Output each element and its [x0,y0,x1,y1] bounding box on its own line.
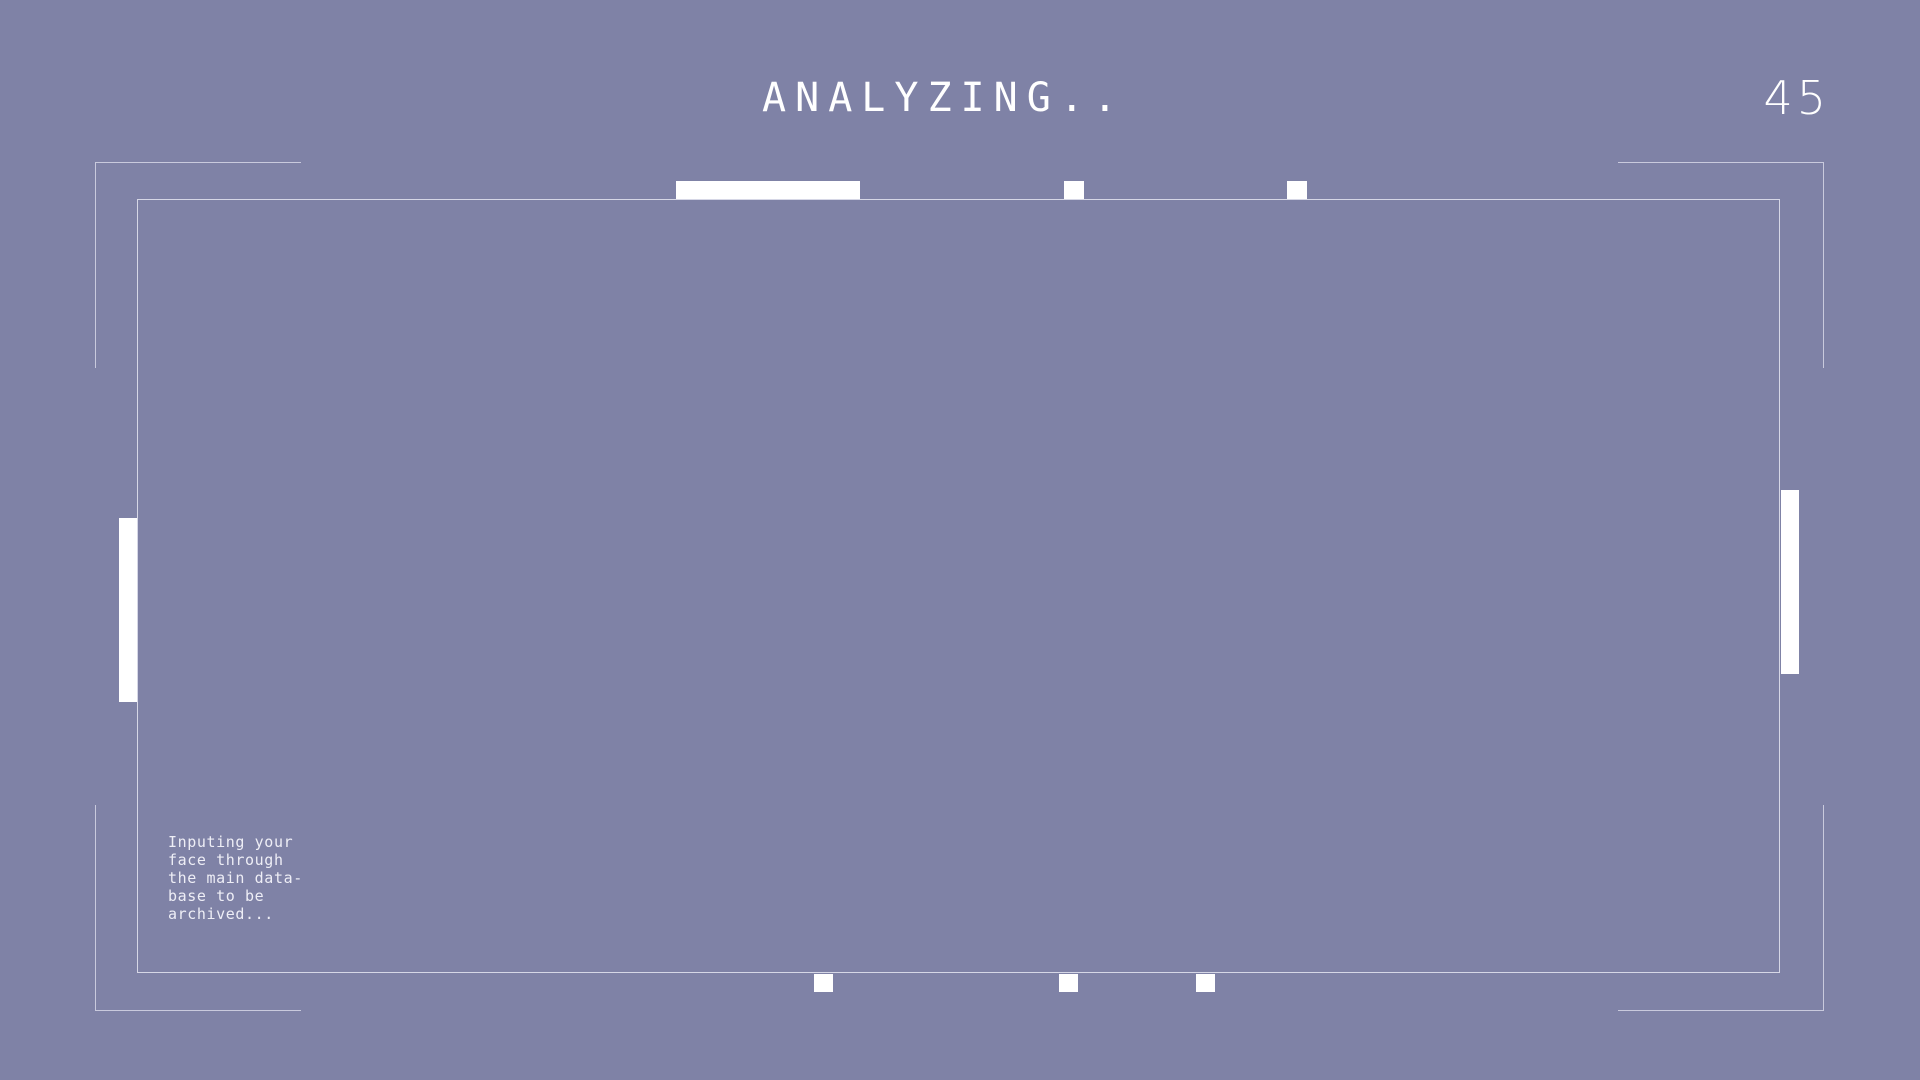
bottom-tick-mark [1196,974,1215,992]
bottom-tick-mark [1059,974,1078,992]
right-side-bar-mark [1781,490,1799,674]
corner-bracket-bottom-right [1618,805,1824,1011]
scan-viewport-frame [137,199,1780,973]
top-tick-mark [1064,181,1084,199]
corner-bracket-bottom-left [95,805,301,1011]
corner-bracket-top-left [95,162,301,368]
left-side-bar-mark [119,518,137,702]
top-tick-mark [1287,181,1307,199]
archive-status-note: Inputing your face through the main data… [168,833,303,923]
counter-readout: 45 [1763,71,1830,125]
corner-bracket-top-right [1618,162,1824,368]
status-title: ANALYZING.. [762,75,1126,121]
bottom-tick-mark [814,974,833,992]
top-bar-mark [676,181,860,199]
